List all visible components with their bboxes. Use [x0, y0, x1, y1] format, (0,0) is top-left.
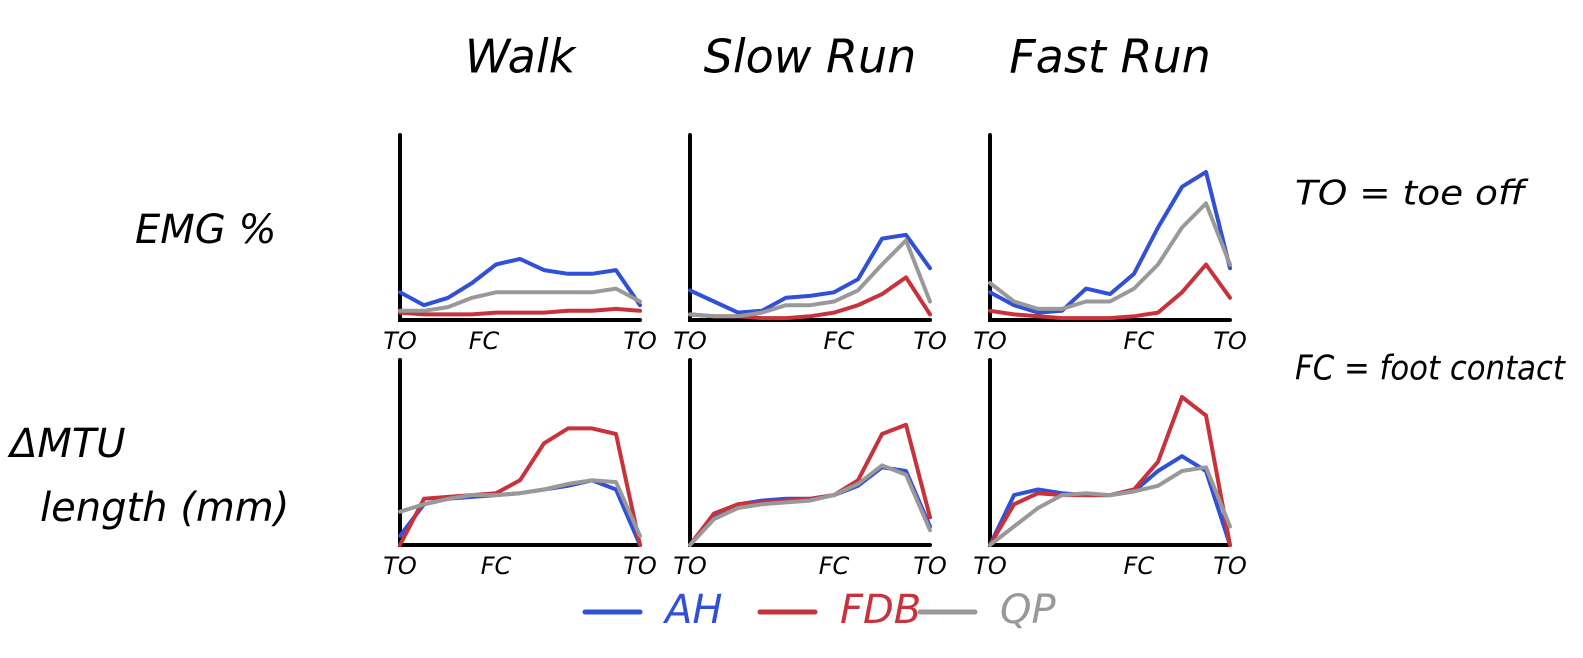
row-label: EMG % [135, 207, 277, 253]
x-tick-label: TO [973, 327, 1007, 355]
x-tick-label: TO [1213, 327, 1247, 355]
x-tick-label: FC [1124, 327, 1155, 355]
axis [400, 360, 640, 545]
x-tick-label: TO [1213, 552, 1247, 580]
legend-label: AH [662, 587, 722, 633]
series-line [690, 235, 930, 313]
series-line [400, 480, 640, 536]
note: TO = toe off [1295, 174, 1529, 214]
series-line [400, 480, 640, 545]
note: FC = foot contact [1295, 349, 1566, 389]
x-tick-label: FC [1124, 552, 1155, 580]
x-tick-label: FC [469, 327, 500, 355]
series-line [690, 425, 930, 545]
x-tick-label: TO [913, 552, 947, 580]
x-tick-label: FC [481, 552, 512, 580]
series-line [400, 259, 640, 305]
series-line [690, 465, 930, 545]
x-tick-label: TO [973, 552, 1007, 580]
series-line [990, 467, 1230, 545]
x-tick-label: FC [824, 327, 855, 355]
legend-label: QP [1000, 587, 1056, 633]
column-title: Walk [465, 30, 578, 84]
axis [690, 360, 930, 545]
x-tick-label: TO [673, 327, 707, 355]
x-tick-label: TO [383, 327, 417, 355]
column-title: Slow Run [704, 30, 917, 84]
column-title: Fast Run [1009, 30, 1211, 84]
sketch: TO = toe off FC = foot contact Walk EMG %… [0, 0, 1583, 658]
x-tick-label: FC [819, 552, 850, 580]
series-line [690, 467, 930, 545]
series-line [990, 172, 1230, 313]
x-tick-label: TO [623, 552, 657, 580]
axis [690, 135, 930, 320]
x-tick-label: TO [673, 552, 707, 580]
legend-label: FDB [840, 587, 921, 633]
x-tick-label: TO [913, 327, 947, 355]
x-tick-label: TO [623, 327, 657, 355]
x-tick-label: TO [383, 552, 417, 580]
